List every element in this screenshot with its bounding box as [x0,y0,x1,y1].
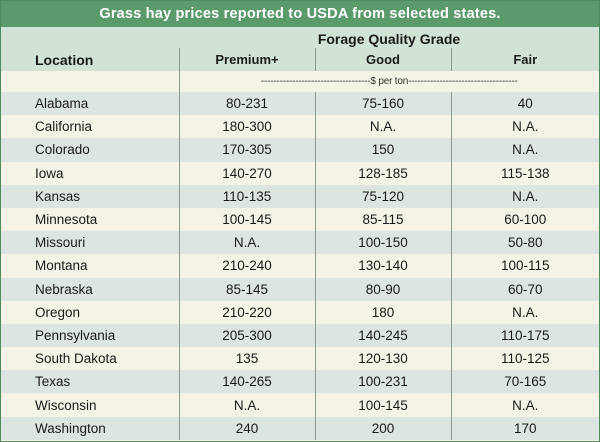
good-cell: 128-185 [314,161,451,185]
premium-cell: 240 [178,416,315,440]
premium-cell: 205-300 [178,323,315,348]
location-cell: Montana [1,254,179,278]
fair-cell: 40 [450,92,600,116]
table-title: Grass hay prices reported to USDA from s… [1,1,599,27]
fair-cell: 70-165 [450,370,600,394]
fair-cell: 170 [450,416,600,440]
table-row: Iowa 140-270 128-185 115-138 [1,161,600,185]
fair-cell: N.A. [450,393,600,417]
premium-cell: 170-305 [178,138,315,162]
unit-label: -----------------------------------$ per… [178,71,600,92]
premium-cell: 140-270 [178,161,315,185]
table-row: Minnesota 100-145 85-115 60-100 [1,207,600,232]
fair-cell: 115-138 [450,161,600,185]
premium-cell: 110-135 [178,184,315,208]
premium-cell: 80-231 [178,92,315,116]
location-cell: California [1,115,179,139]
table-row: Pennsylvania 205-300 140-245 110-175 [1,323,600,348]
table-row: Alabama 80-231 75-160 40 [1,92,600,116]
fair-cell: N.A. [450,138,600,162]
premium-cell: N.A. [178,393,315,417]
premium-cell: 180-300 [178,115,315,139]
header-row-columns: Location Premium+ Good Fair [1,48,600,71]
fair-cell: 60-70 [450,277,600,301]
premium-cell: 85-145 [178,277,315,301]
good-cell: 120-130 [314,347,451,371]
fair-cell: 110-125 [450,347,600,371]
table-row: California 180-300 N.A. N.A. [1,115,600,139]
table-row: Missouri N.A. 100-150 50-80 [1,231,600,255]
location-cell: Pennsylvania [1,323,179,348]
forage-quality-grade-header: Forage Quality Grade [179,27,600,48]
fair-cell: N.A. [450,115,600,139]
good-cell: 75-160 [314,92,451,116]
good-cell: 100-150 [314,231,451,255]
fair-cell: 110-175 [450,323,600,348]
unit-spacer [1,71,179,92]
fair-cell: 100-115 [450,254,600,278]
good-cell: 100-231 [314,370,451,394]
location-cell: Colorado [1,138,179,162]
location-cell: Minnesota [1,207,179,232]
table-row: Nebraska 85-145 80-90 60-70 [1,277,600,301]
table-row: Kansas 110-135 75-120 N.A. [1,184,600,208]
good-cell: 200 [314,416,451,440]
fair-cell: 60-100 [450,207,600,232]
header-spacer [1,27,179,48]
fair-cell: 50-80 [450,231,600,255]
premium-cell: 210-220 [178,300,315,324]
table-row: Washington 240 200 170 [1,416,600,440]
location-cell: Oregon [1,300,179,324]
table-row: Oregon 210-220 180 N.A. [1,300,600,324]
good-cell: 75-120 [314,184,451,208]
location-cell: South Dakota [1,347,179,371]
premium-cell: 210-240 [178,254,315,278]
good-cell: 130-140 [314,254,451,278]
header-row-group: Forage Quality Grade [1,27,600,48]
unit-row: -----------------------------------$ per… [1,71,600,92]
table-row: Texas 140-265 100-231 70-165 [1,370,600,394]
price-table: Forage Quality Grade Location Premium+ G… [1,27,600,440]
location-cell: Iowa [1,161,179,185]
premium-cell: 135 [178,347,315,371]
location-cell: Missouri [1,231,179,255]
fair-column-header: Fair [450,48,600,71]
table-row: South Dakota 135 120-130 110-125 [1,347,600,371]
premium-column-header: Premium+ [178,48,315,71]
good-cell: 100-145 [314,393,451,417]
good-cell: 85-115 [314,207,451,232]
premium-cell: 140-265 [178,370,315,394]
location-cell: Washington [1,416,179,440]
premium-cell: N.A. [178,231,315,255]
table-row: Colorado 170-305 150 N.A. [1,138,600,162]
location-cell: Kansas [1,184,179,208]
good-cell: 80-90 [314,277,451,301]
location-cell: Alabama [1,92,179,116]
good-cell: 150 [314,138,451,162]
table-row: Montana 210-240 130-140 100-115 [1,254,600,278]
fair-cell: N.A. [450,184,600,208]
location-cell: Texas [1,370,179,394]
premium-cell: 100-145 [178,207,315,232]
good-column-header: Good [314,48,451,71]
fair-cell: N.A. [450,300,600,324]
good-cell: 180 [314,300,451,324]
location-cell: Wisconsin [1,393,179,417]
table-row: Wisconsin N.A. 100-145 N.A. [1,393,600,417]
good-cell: 140-245 [314,323,451,348]
good-cell: N.A. [314,115,451,139]
location-column-header: Location [1,48,179,71]
location-cell: Nebraska [1,277,179,301]
